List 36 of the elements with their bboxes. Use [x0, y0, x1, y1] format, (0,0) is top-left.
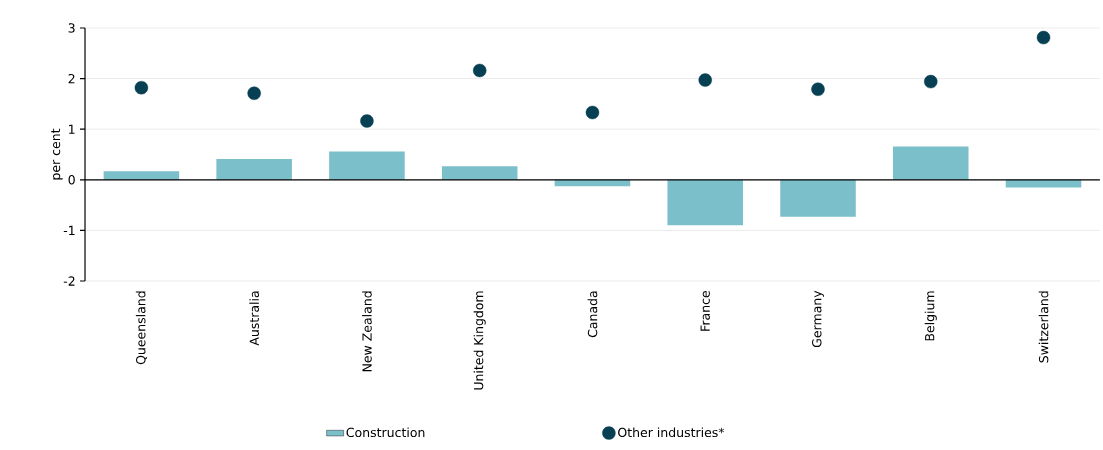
x-tick-label: New Zealand: [362, 291, 372, 372]
point: [134, 81, 149, 95]
point: [1036, 30, 1051, 45]
point: [811, 82, 825, 96]
x-tick-label: Queensland: [135, 291, 147, 365]
point: [473, 63, 487, 78]
y-axis-title: per cent: [51, 128, 63, 180]
point: [924, 74, 938, 89]
bar: [329, 151, 405, 180]
bar: [216, 159, 292, 180]
legend-label: Construction: [346, 427, 425, 438]
bar: [554, 179, 631, 187]
x-tick-label: Germany: [812, 290, 824, 348]
point: [360, 114, 374, 128]
x-tick-label: Canada: [587, 291, 598, 338]
bar: [892, 146, 969, 180]
x-tick-label: France: [700, 291, 710, 331]
y-tick-label: 3: [68, 23, 75, 33]
point: [698, 73, 712, 87]
bar: [441, 166, 518, 180]
bar: [1005, 179, 1082, 188]
bar: [780, 179, 856, 217]
x-tick-label: Switzerland: [1038, 291, 1049, 363]
legend-label: Other industries*: [618, 427, 725, 438]
point: [247, 86, 261, 100]
y-tick-label: 2: [68, 73, 75, 84]
y-tick-label: 1: [69, 124, 75, 134]
bar: [103, 171, 180, 180]
point: [585, 105, 600, 120]
y-tick-label: -2: [63, 276, 75, 286]
x-tick-label: Australia: [249, 291, 259, 346]
x-tick-label: United Kingdom: [473, 291, 486, 390]
y-tick-label: -1: [63, 225, 75, 235]
bar: [667, 179, 744, 226]
x-tick-label: Belgium: [924, 291, 937, 341]
y-tick-label: 0: [68, 175, 75, 185]
